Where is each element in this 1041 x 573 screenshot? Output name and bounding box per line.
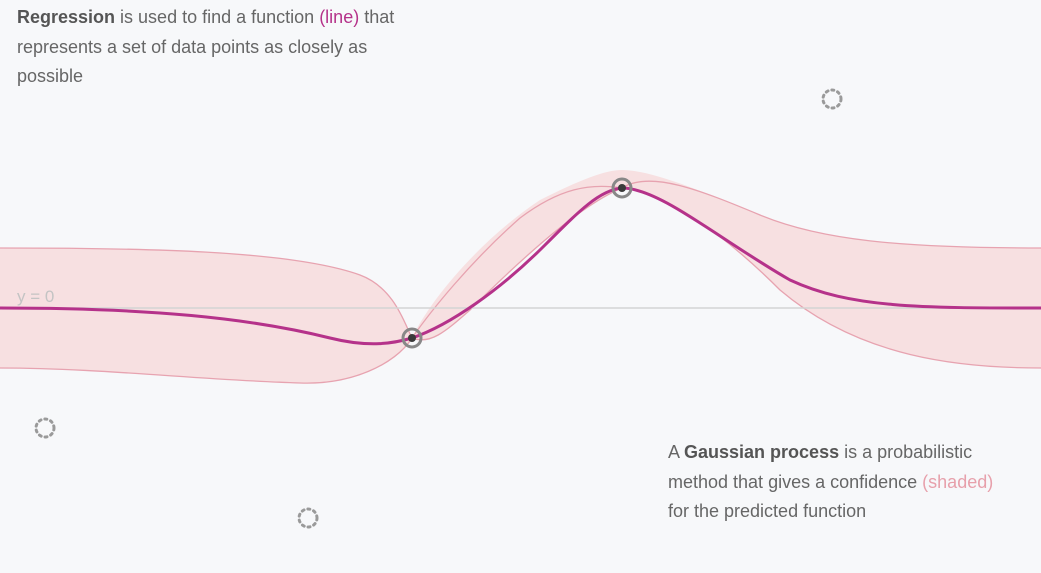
candidate-point-3[interactable] — [297, 507, 319, 529]
confidence-upper-edge — [0, 180, 1041, 340]
confidence-lower-edge — [0, 187, 1041, 384]
candidate-point-1[interactable] — [821, 88, 843, 110]
zero-line-label: y = 0 — [17, 287, 54, 306]
gaussian-process-term: Gaussian process — [684, 442, 840, 462]
line-highlight: (line) — [319, 7, 360, 27]
shaded-highlight: (shaded) — [922, 471, 994, 492]
candidate-point-2[interactable] — [34, 417, 56, 439]
gp-caption-text-2: for the predicted function — [668, 501, 867, 521]
observed-point-2[interactable] — [611, 177, 633, 199]
regression-line — [0, 186, 1041, 346]
gaussian-process-caption: A Gaussian process is a probabilistic me… — [668, 438, 1008, 527]
regression-term: Regression — [17, 7, 116, 27]
regression-caption-text-1: is used to find a function — [115, 7, 320, 27]
observed-point-1[interactable] — [401, 327, 423, 349]
confidence-band — [0, 170, 1041, 384]
gp-caption-text-0: A — [668, 442, 685, 462]
regression-caption: Regression is used to find a function (l… — [17, 3, 417, 92]
gp-caption-text-1: is a probabilistic method that gives a c… — [668, 442, 973, 492]
regression-caption-text-2: that represents a set of data points as … — [17, 7, 395, 86]
